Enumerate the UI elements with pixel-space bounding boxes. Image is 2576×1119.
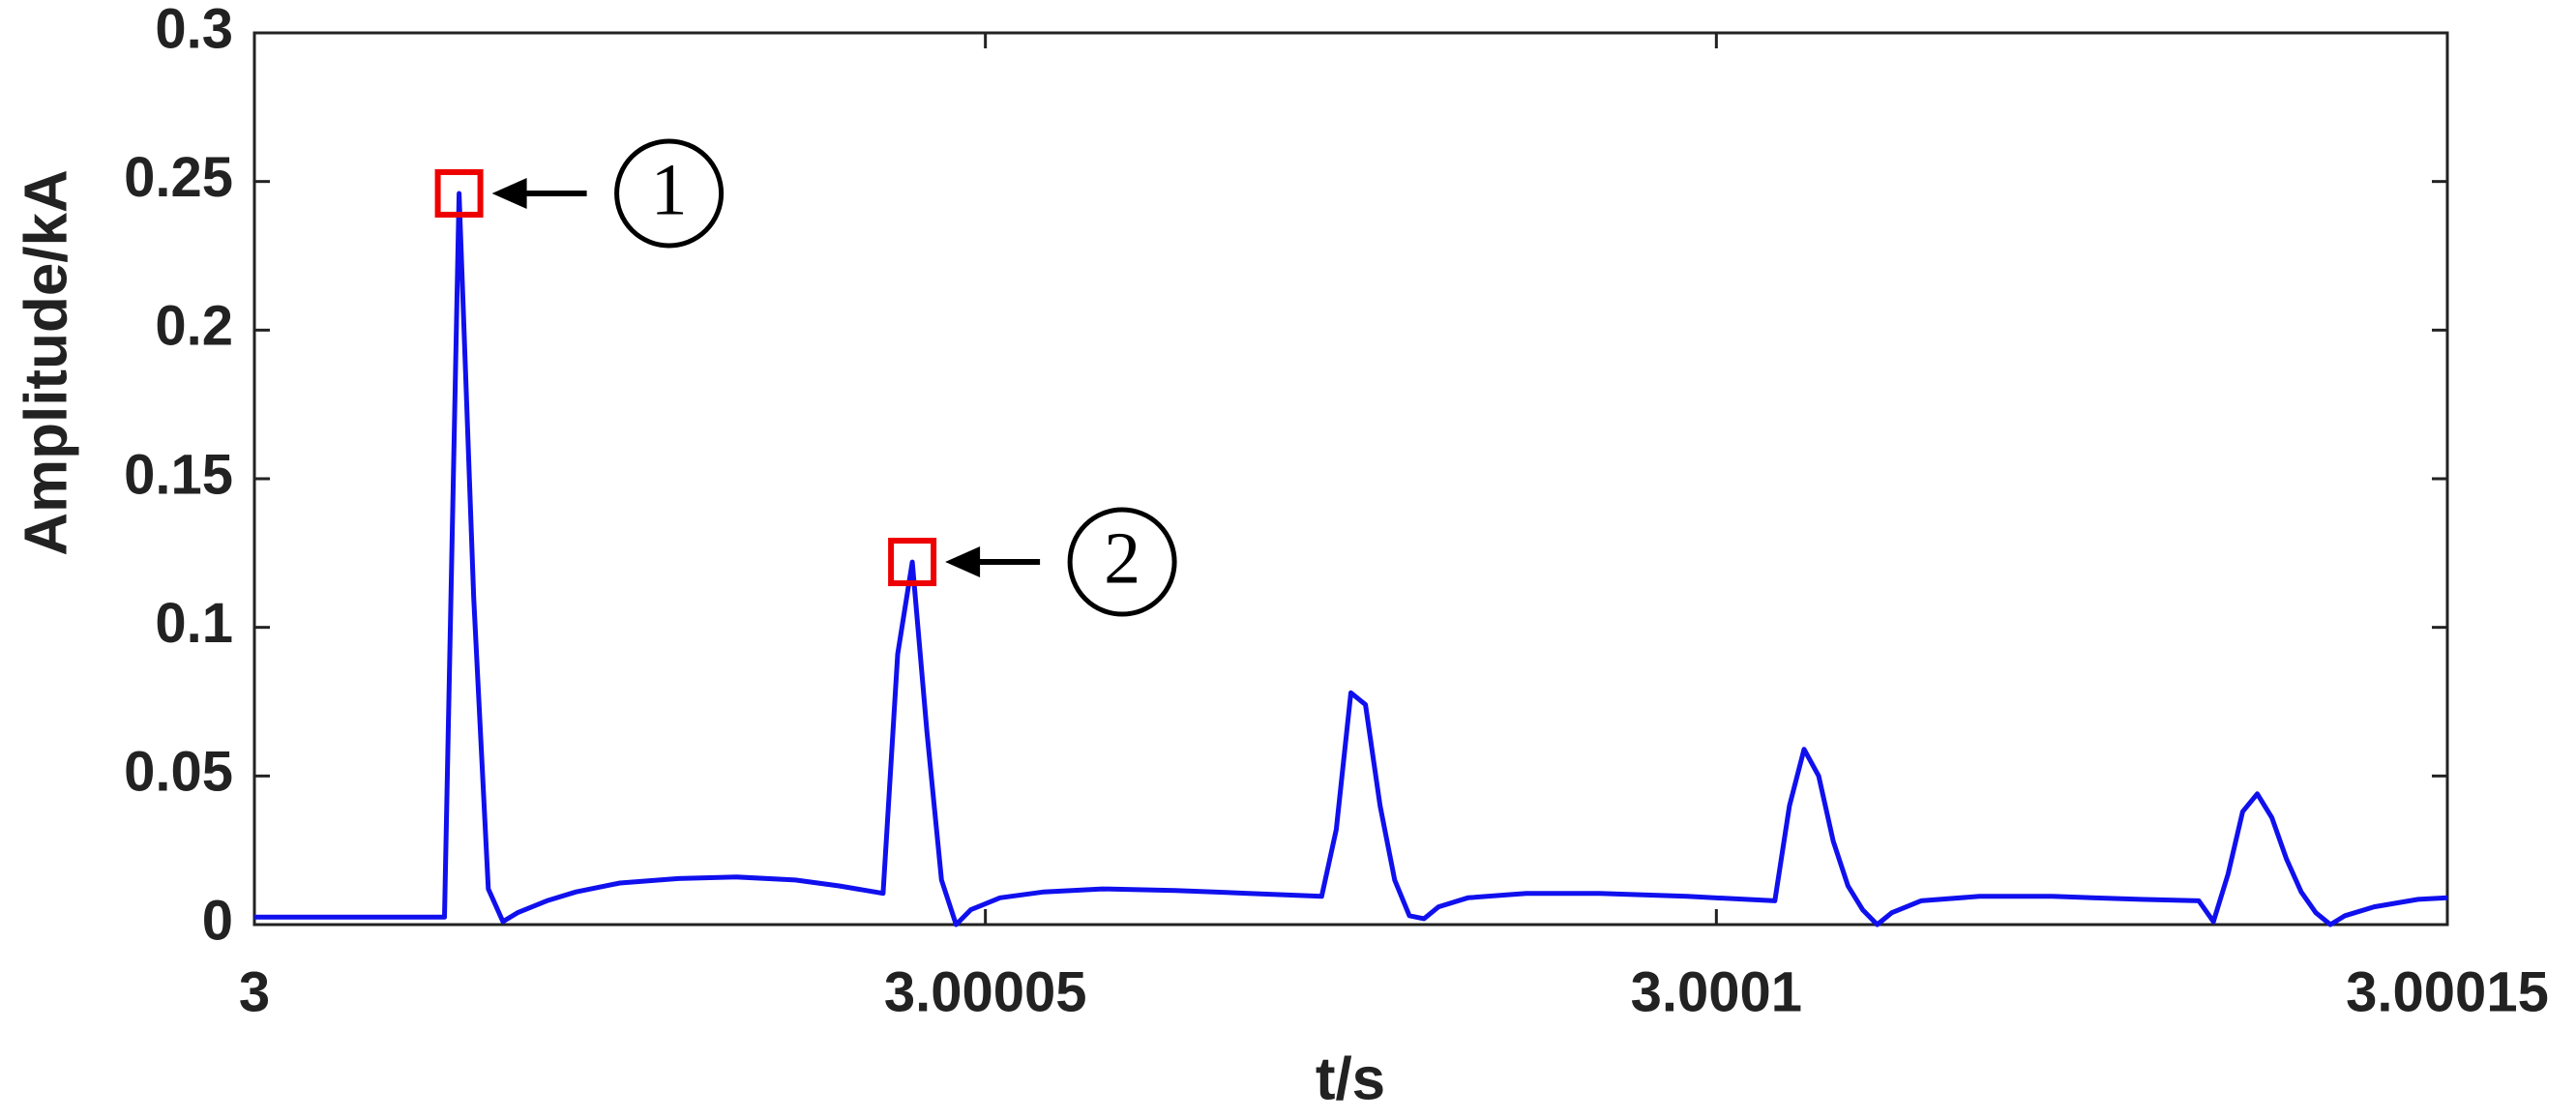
annotation-label: 2 <box>1104 517 1140 599</box>
y-tick-label: 0 <box>202 889 233 952</box>
annotation-circle <box>1067 507 1177 617</box>
y-tick-label: 0.2 <box>155 295 233 358</box>
y-tick-label: 0.05 <box>124 741 233 804</box>
peak-marker <box>434 168 484 218</box>
arrow-head <box>491 177 527 209</box>
y-tick-label: 0.25 <box>124 146 233 209</box>
y-tick-label: 0.1 <box>155 592 233 655</box>
arrow-head <box>945 546 981 578</box>
annotation-circle <box>614 138 725 249</box>
peak-marker <box>888 538 937 587</box>
x-tick-label: 3 <box>239 960 270 1023</box>
x-axis-label: t/s <box>1316 1045 1385 1112</box>
y-tick-label: 0.3 <box>155 0 233 60</box>
plot-frame <box>252 31 2449 927</box>
x-tick-label: 3.0001 <box>1631 960 1802 1023</box>
x-tick-label: 3.00005 <box>884 960 1087 1023</box>
y-axis-label: Amplitude/kA <box>13 169 79 556</box>
annotation-label: 1 <box>651 149 688 230</box>
line <box>254 191 2448 928</box>
x-tick-label: 3.00015 <box>2346 960 2549 1023</box>
y-tick-label: 0.15 <box>124 443 233 506</box>
